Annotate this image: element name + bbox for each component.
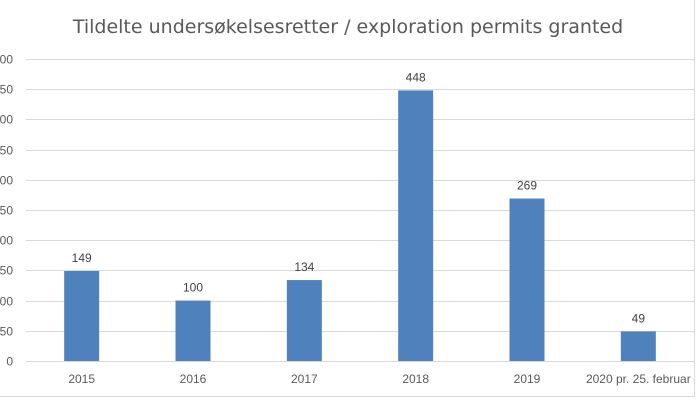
- y-tick-label: 400: [0, 113, 13, 127]
- y-tick-label: 0: [6, 355, 13, 369]
- y-tick-label: 100: [0, 295, 13, 309]
- data-label: 149: [72, 251, 92, 265]
- x-tick-label: 2017: [291, 372, 318, 386]
- bar: [398, 90, 434, 362]
- bar: [286, 280, 322, 361]
- x-tick-label: 2020 pr. 25. februar: [586, 372, 691, 386]
- x-axis-ticks: 2015 2016 2017 2018 2019 2020 pr. 25. februar: [68, 372, 690, 386]
- data-label: 448: [406, 70, 426, 84]
- y-tick-label: 150: [0, 264, 13, 278]
- x-tick-label: 2016: [180, 372, 207, 386]
- y-axis-ticks: 0 50 100 150 200 250 300 350 400 450 500: [0, 53, 13, 369]
- y-tick-label: 300: [0, 174, 13, 188]
- gridlines: [26, 59, 694, 362]
- data-label: 269: [517, 179, 537, 193]
- data-label: 100: [183, 281, 203, 295]
- y-tick-label: 500: [0, 53, 13, 67]
- data-label: 49: [632, 311, 646, 325]
- chart-title: Tildelte undersøkelsesretter / explorati…: [72, 16, 624, 38]
- y-tick-label: 450: [0, 83, 13, 97]
- y-tick-label: 250: [0, 204, 13, 218]
- y-tick-label: 350: [0, 144, 13, 158]
- bar: [620, 331, 656, 361]
- bar: [175, 300, 211, 361]
- x-tick-label: 2018: [402, 372, 429, 386]
- data-labels: 149 100 134 448 269 49: [72, 70, 646, 325]
- x-tick-label: 2015: [68, 372, 95, 386]
- y-tick-label: 200: [0, 234, 13, 248]
- bar: [64, 271, 100, 361]
- bar: [509, 198, 545, 361]
- y-tick-label: 50: [0, 325, 13, 339]
- bars: [64, 90, 656, 362]
- x-tick-label: 2019: [514, 372, 541, 386]
- data-label: 134: [294, 260, 314, 274]
